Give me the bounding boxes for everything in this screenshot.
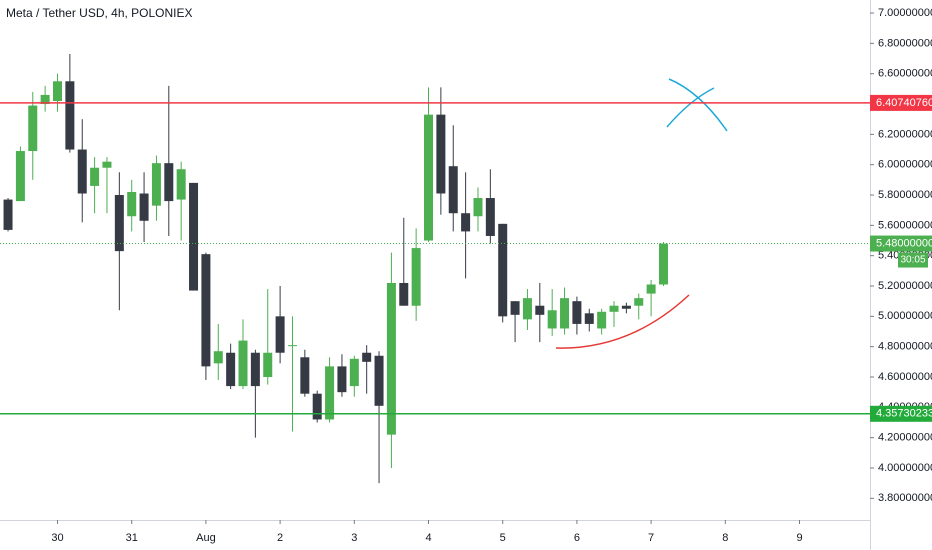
- candle-body: [436, 114, 446, 194]
- candle-body: [609, 305, 619, 312]
- candle-body: [658, 243, 668, 285]
- cross-stroke: [666, 87, 715, 128]
- candle-body: [151, 163, 161, 206]
- curve-drawing: [555, 294, 690, 349]
- y-tick-label: 5.00000000: [878, 310, 932, 322]
- candle-body: [572, 301, 582, 324]
- candle-body: [275, 316, 285, 353]
- countdown-label: 30:05: [900, 255, 925, 266]
- y-tick-label: 7.00000000: [878, 7, 932, 19]
- candle-body: [164, 163, 174, 202]
- candle-body: [560, 298, 570, 329]
- candle-body: [213, 351, 223, 364]
- candle-body: [226, 352, 236, 387]
- x-tick-label: 8: [722, 532, 728, 544]
- candle-body: [139, 193, 149, 221]
- x-tick-label: 3: [351, 532, 357, 544]
- candle-body: [535, 305, 545, 315]
- candle-body: [547, 310, 557, 329]
- x-tick-label: 5: [500, 532, 506, 544]
- candle-body: [349, 358, 359, 387]
- candle-body: [473, 198, 483, 217]
- candle-body: [510, 301, 520, 315]
- candle-body: [411, 248, 421, 306]
- x-tick-label: Aug: [196, 532, 216, 544]
- level-label: 6.40740760: [876, 97, 932, 109]
- candle-body: [189, 182, 199, 291]
- candle-body: [127, 191, 137, 217]
- candle-body: [263, 352, 273, 377]
- y-tick-label: 4.00000000: [878, 462, 932, 474]
- candle-body: [634, 298, 644, 306]
- candle-body: [65, 81, 75, 150]
- x-tick-label: 9: [796, 532, 802, 544]
- y-tick-label: 5.60000000: [878, 219, 932, 231]
- chart-title: Meta / Tether USD, 4h, POLONIEX: [6, 6, 193, 20]
- countdown-box: [898, 252, 928, 268]
- y-tick-label: 4.80000000: [878, 341, 932, 353]
- y-tick-label: 6.80000000: [878, 37, 932, 49]
- candle-body: [485, 198, 495, 236]
- candle-body: [312, 393, 322, 420]
- candle-body: [102, 161, 112, 168]
- last-price-label: 5.48000000: [876, 237, 932, 249]
- level-label: 4.35730233: [876, 408, 932, 420]
- candle-body: [90, 167, 100, 186]
- candle-body: [201, 254, 211, 367]
- candle-body: [53, 81, 63, 101]
- candle-body: [522, 298, 532, 320]
- cross-stroke: [668, 78, 728, 132]
- candle-body: [287, 345, 297, 347]
- x-tick-label: 2: [277, 532, 283, 544]
- candle-body: [325, 366, 335, 420]
- level-label-box: [870, 94, 932, 111]
- y-tick-label: 4.20000000: [878, 432, 932, 444]
- candle-body: [238, 340, 248, 387]
- y-tick-label: 5.80000000: [878, 189, 932, 201]
- candle-body: [498, 223, 508, 317]
- y-tick-label: 3.80000000: [878, 492, 932, 504]
- x-tick-label: 6: [574, 532, 580, 544]
- candle-body: [176, 169, 186, 200]
- x-tick-label: 31: [126, 532, 138, 544]
- candle-body: [114, 195, 124, 252]
- y-tick-label: 5.20000000: [878, 280, 932, 292]
- candle-body: [621, 305, 631, 309]
- y-tick-label: 6.20000000: [878, 128, 932, 140]
- candle-body: [597, 311, 607, 329]
- candle-body: [646, 284, 656, 294]
- y-tick-label: 6.60000000: [878, 68, 932, 80]
- candle-body: [386, 282, 396, 435]
- y-tick-label: 6.00000000: [878, 159, 932, 171]
- level-label-box: [870, 405, 932, 422]
- candle-body: [448, 166, 458, 214]
- drawings: [555, 78, 728, 349]
- candle-body: [250, 352, 260, 387]
- last-price-box: [870, 235, 932, 252]
- candle-body: [584, 313, 594, 324]
- candle-body: [28, 105, 38, 152]
- candle-body: [77, 149, 87, 194]
- candle-body: [374, 355, 384, 406]
- candle-body: [362, 352, 372, 362]
- candle-body: [399, 282, 409, 306]
- x-tick-label: 4: [425, 532, 431, 544]
- x-tick-label: 30: [51, 532, 63, 544]
- y-tick-label: 4.60000000: [878, 371, 932, 383]
- candle-body: [3, 199, 13, 230]
- candle-body: [15, 151, 25, 202]
- candle-body: [461, 213, 471, 232]
- candle-body: [424, 114, 434, 241]
- candle-body: [300, 357, 310, 394]
- candle-body: [337, 366, 347, 393]
- x-tick-label: 7: [648, 532, 654, 544]
- candle-body: [40, 94, 50, 105]
